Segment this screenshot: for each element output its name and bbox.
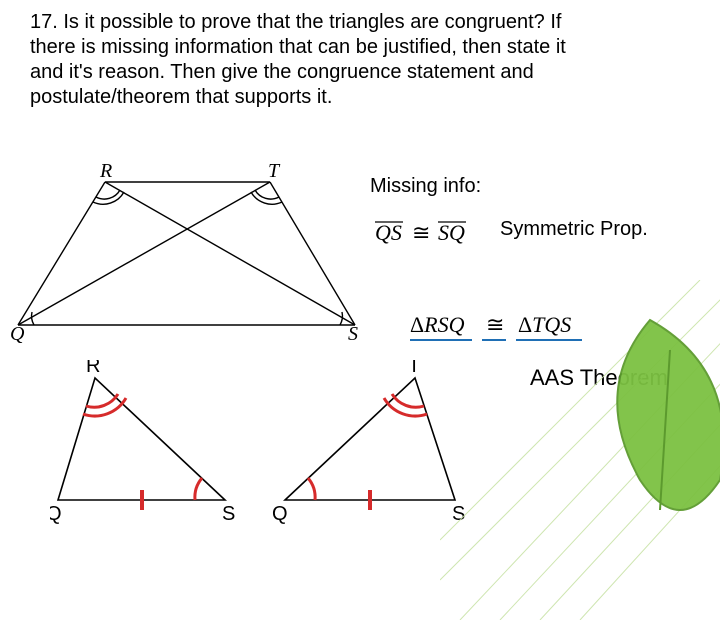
top-figure: R T Q S [10,160,370,355]
missing-info-label: Missing info: [370,175,481,198]
svg-text:ΔRSQ: ΔRSQ [410,312,465,337]
svg-text:R: R [86,360,100,377]
svg-text:Q: Q [272,503,288,525]
svg-text:QS: QS [375,220,402,245]
segment-congruence: QS ≅ SQ [370,218,490,253]
svg-text:Q: Q [50,503,62,525]
slide: 17. Is it possible to prove that the tri… [0,0,720,540]
svg-text:T: T [408,360,420,377]
svg-text:S: S [452,503,465,525]
congruence-statement: ΔRSQ ≅ ΔTQS [410,310,650,355]
svg-text:ΔTQS: ΔTQS [518,312,571,337]
svg-text:≅: ≅ [486,312,504,337]
svg-text:S: S [222,503,235,525]
aas-theorem: AAS Theorem [530,365,668,391]
vertex-label-T: T [268,160,281,182]
svg-text:≅: ≅ [412,220,430,245]
vertex-label-S: S [348,323,358,345]
symmetric-prop: Symmetric Prop. [500,218,648,241]
vertex-label-Q: Q [10,323,25,345]
vertex-label-R: R [99,160,112,182]
bottom-triangles: R Q S T Q S [50,360,480,535]
question-text: 17. Is it possible to prove that the tri… [30,10,590,110]
svg-text:SQ: SQ [438,220,465,245]
